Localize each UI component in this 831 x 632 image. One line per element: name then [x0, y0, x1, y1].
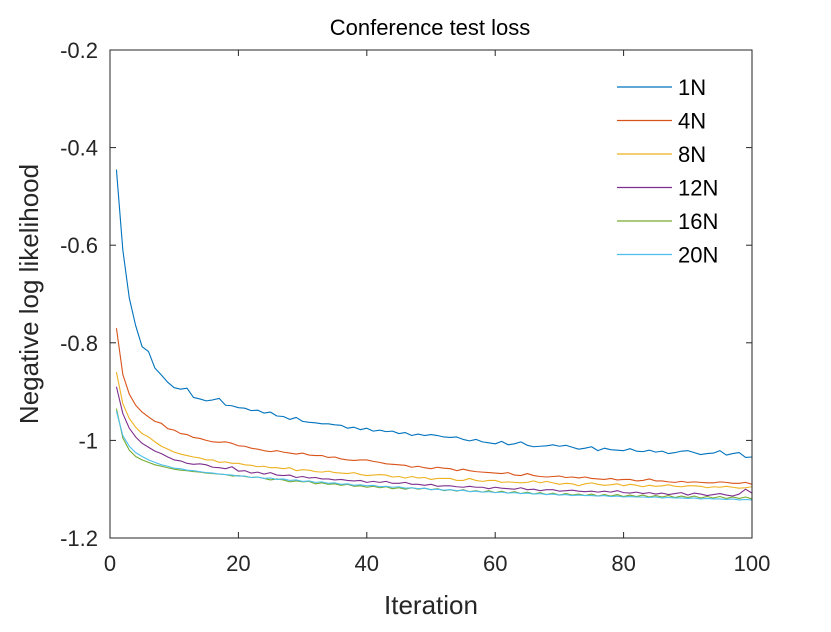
x-tick-label: 0	[104, 551, 116, 576]
x-tick-label: 60	[483, 551, 507, 576]
y-tick-label: -0.4	[60, 136, 98, 161]
y-tick-label: -1	[78, 428, 98, 453]
y-tick-label: -1.2	[60, 526, 98, 551]
x-tick-label: 100	[734, 551, 771, 576]
x-axis-label: Iteration	[384, 590, 478, 620]
x-axis: 0 20 40 60 80 100	[104, 50, 770, 576]
x-tick-label: 20	[226, 551, 250, 576]
legend-label-12n: 12N	[678, 176, 718, 201]
legend-label-20n: 20N	[678, 243, 718, 268]
series-line-20n	[115, 410, 753, 501]
y-axis: -0.2 -0.4 -0.6 -0.8 -1 -1.2	[60, 38, 752, 551]
x-tick-label: 40	[355, 551, 379, 576]
plot-lines	[115, 169, 753, 501]
y-tick-label: -0.2	[60, 38, 98, 63]
series-line-1n	[115, 169, 753, 459]
legend-label-8n: 8N	[678, 142, 706, 167]
y-axis-label: Negative log likelihood	[14, 164, 44, 424]
x-tick-label: 80	[611, 551, 635, 576]
chart-title: Conference test loss	[330, 15, 531, 40]
series-line-12n	[115, 386, 753, 497]
series-line-8n	[115, 371, 753, 489]
legend-label-4n: 4N	[678, 109, 706, 134]
plot-area-frame	[109, 49, 753, 539]
legend-label-1n: 1N	[678, 75, 706, 100]
series-line-4n	[115, 328, 753, 485]
y-tick-label: -0.6	[60, 233, 98, 258]
legend: 1N 4N 8N 12N 16N 20N	[617, 75, 718, 268]
y-tick-label: -0.8	[60, 331, 98, 356]
legend-label-16n: 16N	[678, 209, 718, 234]
